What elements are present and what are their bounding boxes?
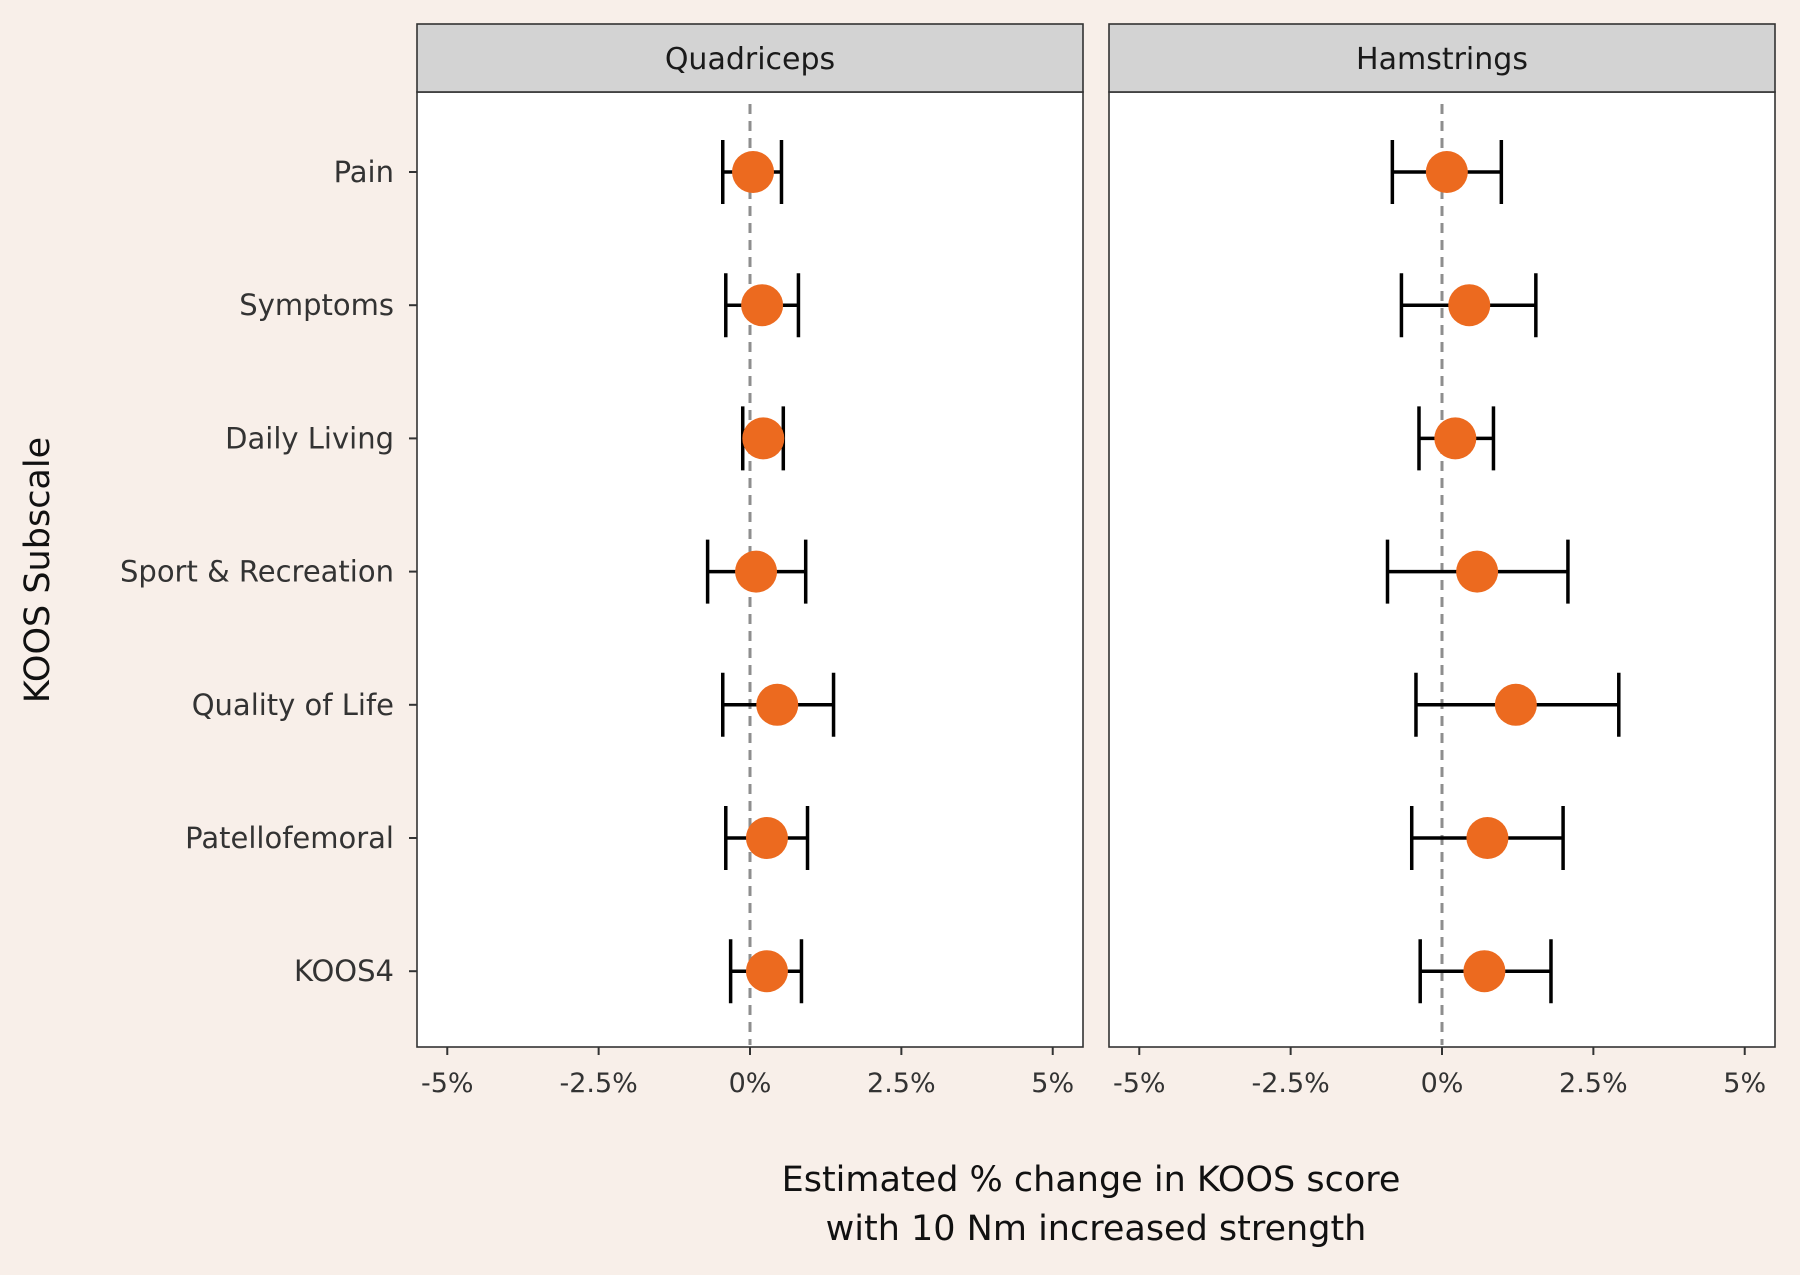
x-tick-label-hamstrings-0: -5% [1113,1068,1166,1099]
x-tick-label-quadriceps-2: 0% [729,1068,772,1099]
estimate-point-quadriceps-pain [732,151,775,193]
estimate-point-hamstrings-patellofemoral [1466,817,1509,859]
estimate-point-quadriceps-sport-recreation [735,550,778,593]
x-tick-label-hamstrings-2: 0% [1421,1068,1464,1099]
estimate-point-hamstrings-sport-recreation [1456,550,1499,593]
y-tick-label-daily-living: Daily Living [225,421,394,455]
strip-hamstrings [1108,23,1776,93]
x-axis-title-line-1: Estimated % change in KOOS score [782,1160,1401,1200]
y-tick-label-pain: Pain [334,155,394,189]
strip-quadriceps [416,23,1084,93]
y-tick-label-quality-of-life: Quality of Life [192,688,394,722]
estimate-point-quadriceps-patellofemoral [745,817,788,859]
panel-hamstrings: Hamstrings -5% -2.5% 0% 2.5% 5% [1108,23,1776,1099]
estimate-point-hamstrings-quality-of-life [1494,683,1537,726]
estimate-point-quadriceps-symptoms [741,284,784,327]
x-tick-label-hamstrings-4: 5% [1723,1068,1766,1099]
estimate-point-hamstrings-symptoms [1448,284,1491,327]
x-tick-label-hamstrings-3: 2.5% [1559,1068,1628,1099]
x-axis-title-line-2: with 10 Nm increased strength [826,1209,1367,1249]
panel-quadriceps: Quadriceps -5% -2.5% 0% 2.5% 5% [416,23,1084,1099]
estimate-point-hamstrings-koos4 [1463,950,1506,993]
y-tick-label-symptoms: Symptoms [239,288,394,322]
y-tick-label-patellofemoral: Patellofemoral [185,821,394,855]
estimate-point-quadriceps-daily-living [742,417,785,460]
estimate-point-quadriceps-quality-of-life [756,683,799,726]
strip-label-hamstrings: Hamstrings [1356,42,1528,77]
y-tick-label-sport-recreation: Sport & Recreation [120,555,394,589]
strip-label-quadriceps: Quadriceps [665,42,835,77]
x-tick-label-quadriceps-0: -5% [421,1068,474,1099]
x-tick-label-quadriceps-3: 2.5% [867,1068,936,1099]
x-tick-label-hamstrings-1: -2.5% [1251,1068,1329,1099]
x-tick-label-quadriceps-4: 5% [1031,1068,1074,1099]
y-axis-title: KOOS Subscale [18,437,58,703]
estimate-point-hamstrings-pain [1425,151,1468,193]
x-tick-label-quadriceps-1: -2.5% [559,1068,637,1099]
estimate-point-hamstrings-daily-living [1434,417,1477,460]
y-tick-label-koos4: KOOS4 [294,954,394,988]
estimate-point-quadriceps-koos4 [745,950,788,993]
